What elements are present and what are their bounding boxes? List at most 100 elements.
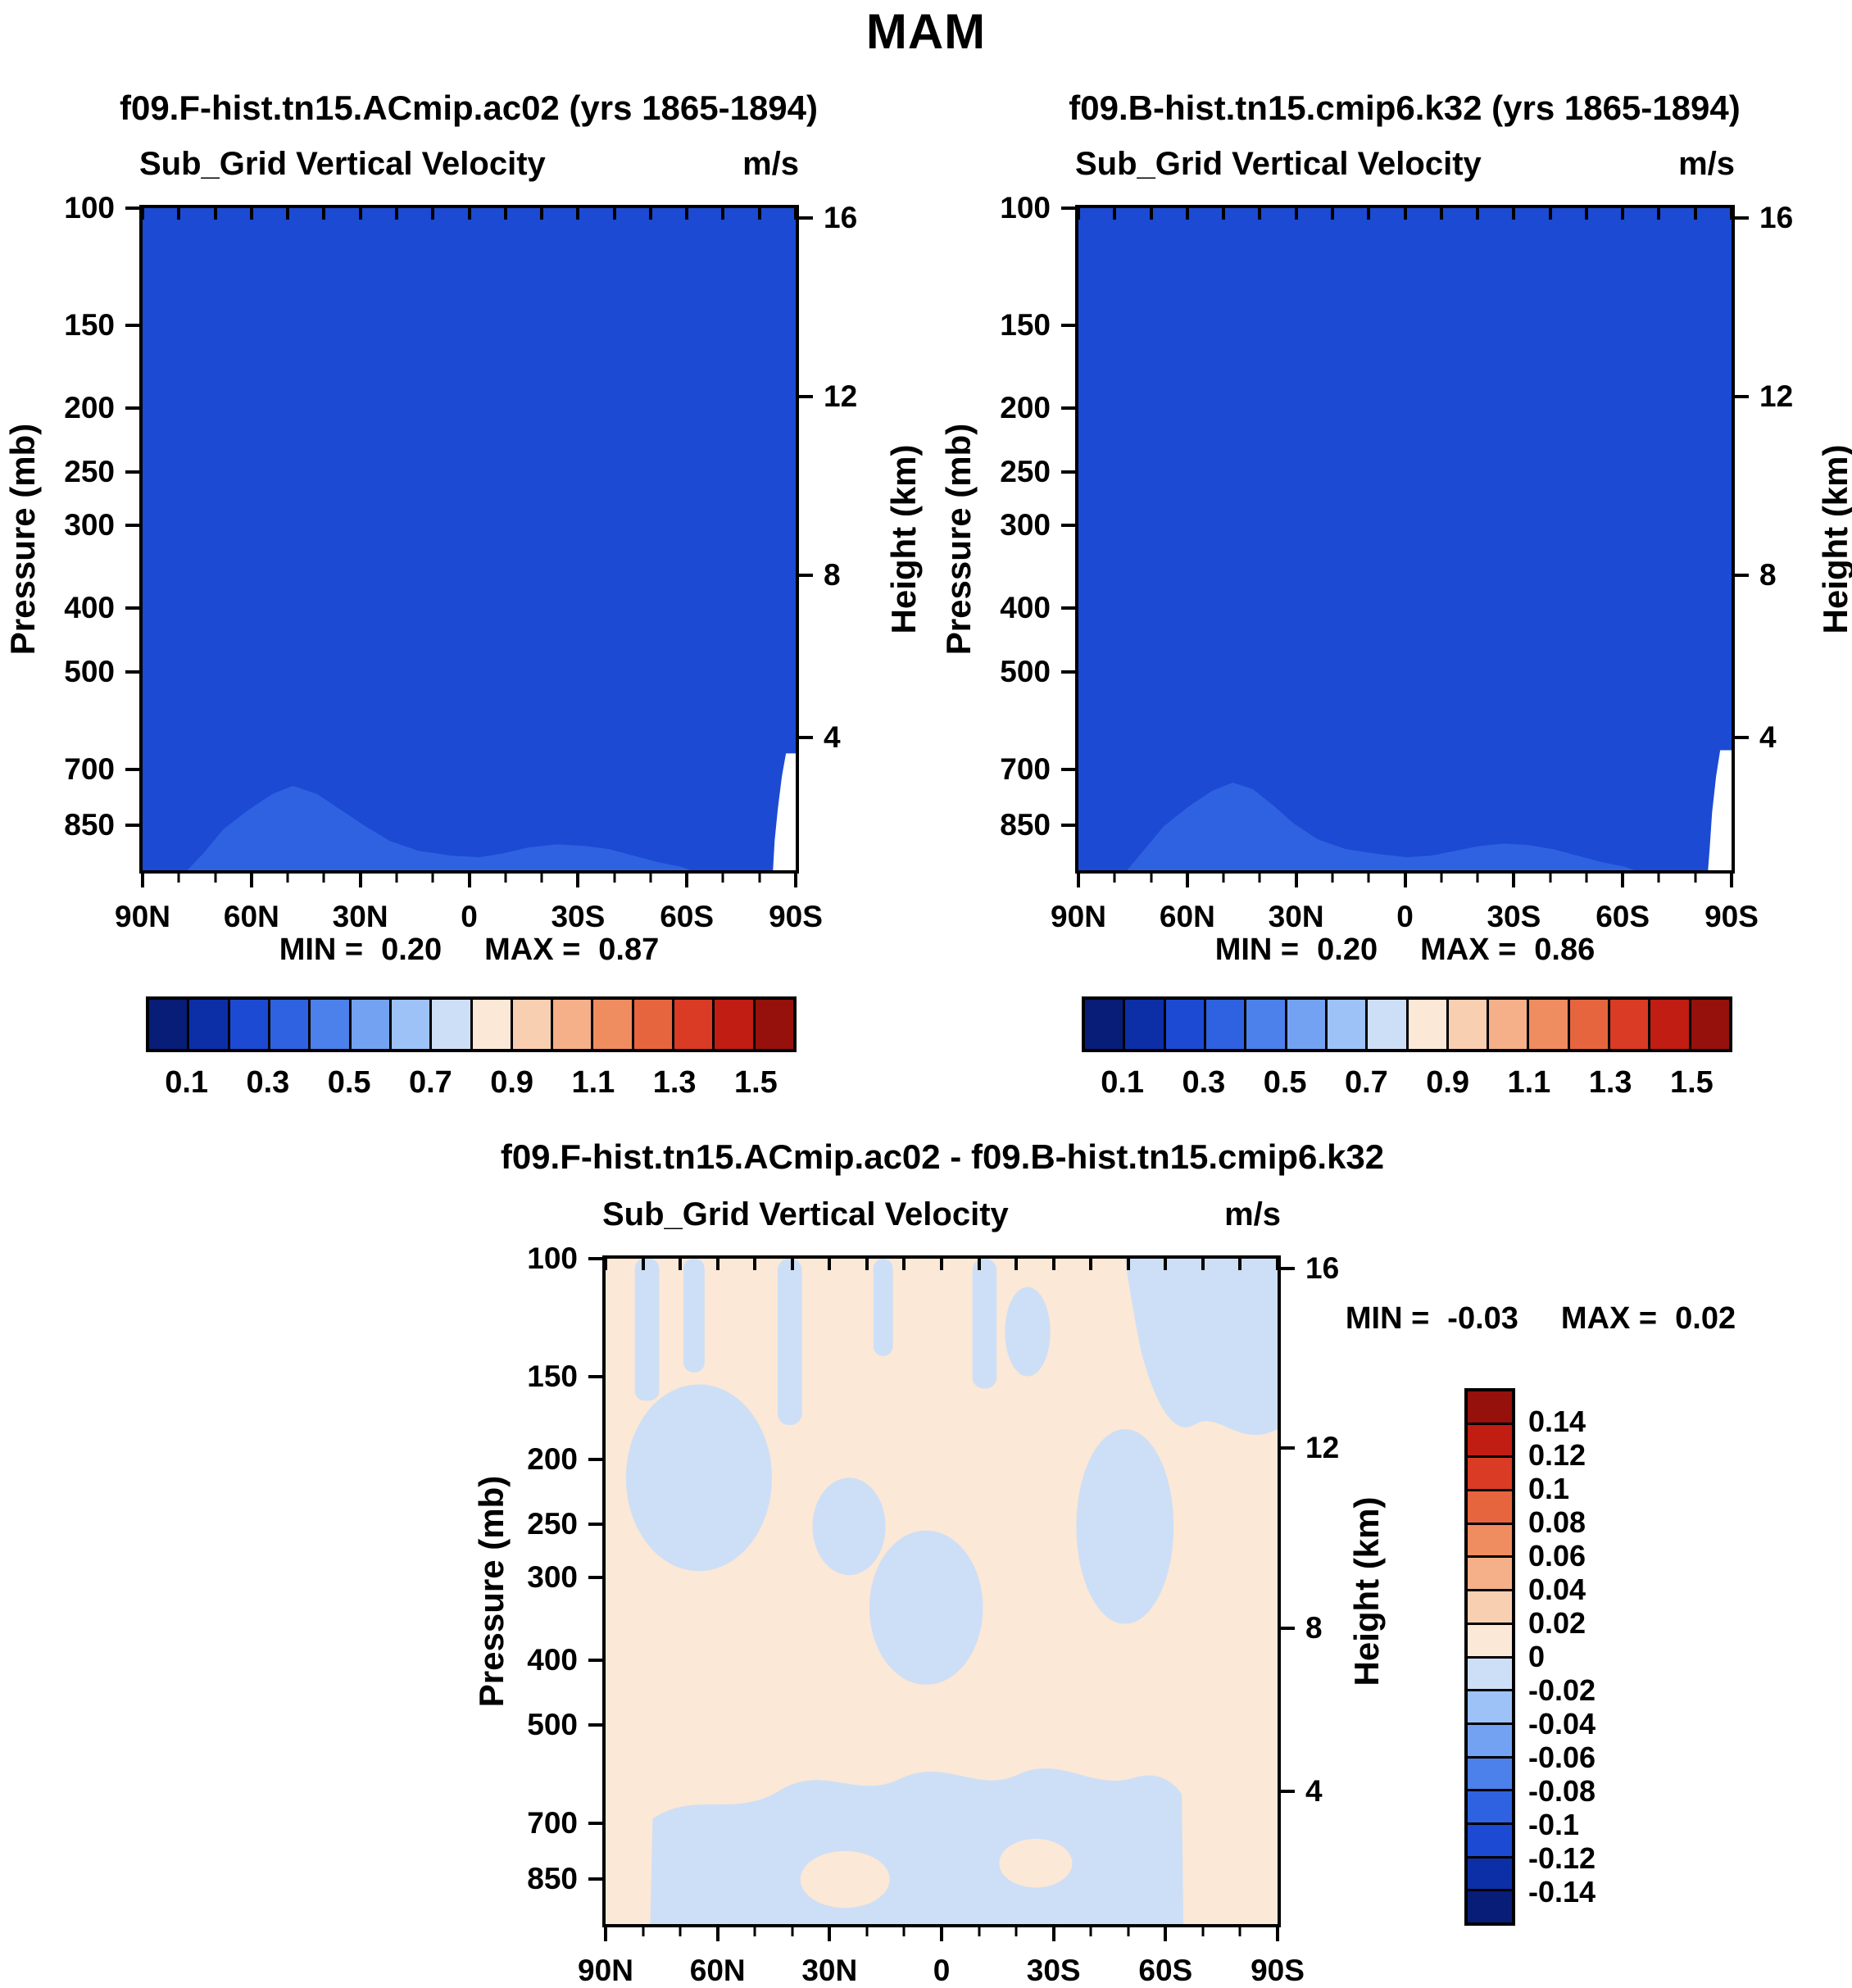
pressure-tick xyxy=(588,1257,602,1260)
height-tick-label: 8 xyxy=(824,558,841,592)
pressure-tick-label: 250 xyxy=(527,1506,578,1541)
lat-major-tick xyxy=(358,874,362,887)
lat-major-tick xyxy=(1185,874,1189,887)
colorbar-cell xyxy=(1408,1000,1449,1049)
lat-major-tick xyxy=(715,1927,719,1941)
lat-minor-tick xyxy=(828,1927,831,1936)
colorbar-cell xyxy=(1368,1000,1409,1049)
pressure-tick-label: 250 xyxy=(1000,455,1051,489)
lat-tick-label: 90S xyxy=(769,900,823,933)
legend-label: 0.1 xyxy=(1528,1472,1570,1505)
height-tick-label: 16 xyxy=(1759,201,1794,235)
pressure-tick-label: 850 xyxy=(527,1861,578,1895)
pressure-tick-label: 150 xyxy=(64,308,115,343)
lat-major-tick xyxy=(685,874,689,887)
height-tick-label: 12 xyxy=(824,379,858,414)
lat-tick-label: 30N xyxy=(801,1954,858,1987)
legend-cell xyxy=(1468,1391,1512,1425)
height-tick xyxy=(1735,736,1749,740)
lat-minor-tick xyxy=(978,1927,981,1936)
colorbar-label: 0.3 xyxy=(1182,1065,1226,1100)
lat-minor-tick xyxy=(322,874,325,883)
lat-minor-tick xyxy=(1549,874,1552,883)
colorbar-cell xyxy=(189,1000,230,1049)
legend-cell xyxy=(1468,1724,1512,1759)
lat-major-tick xyxy=(1051,1927,1055,1941)
pressure-tick xyxy=(1061,324,1075,328)
colorbar-label: 1.3 xyxy=(652,1065,697,1100)
colorbar-cell xyxy=(432,1000,473,1049)
lat-tick-label: 30S xyxy=(1487,900,1541,933)
pressure-tick xyxy=(588,1877,602,1881)
pressure-tick xyxy=(125,824,139,828)
min-value: 0.20 xyxy=(381,933,443,967)
pressure-tick xyxy=(588,1374,602,1378)
panel-b-field xyxy=(1078,208,1732,870)
lat-major-tick xyxy=(1730,874,1733,887)
legend-label: -0.08 xyxy=(1528,1774,1596,1808)
panel-a-field xyxy=(143,208,796,870)
pressure-tick-label: 700 xyxy=(64,752,115,787)
pressure-tick-label: 850 xyxy=(1000,808,1051,842)
height-tick xyxy=(1281,1267,1295,1271)
lat-minor-tick xyxy=(1186,874,1189,883)
lat-minor-tick xyxy=(758,874,761,883)
panel-a-subtitle-row: Sub_Grid Vertical Velocity m/s xyxy=(139,146,799,183)
panel-a-minmax: MIN = 0.20 MAX = 0.87 xyxy=(139,933,799,968)
pressure-tick-label: 500 xyxy=(527,1708,578,1742)
legend-label: 0.06 xyxy=(1528,1539,1586,1573)
min-label: MIN = xyxy=(1214,933,1300,967)
lat-minor-tick xyxy=(794,874,797,883)
pressure-tick-label: 500 xyxy=(64,655,115,689)
lat-minor-tick xyxy=(1476,874,1479,883)
colorbar-cell xyxy=(149,1000,190,1049)
max-value: 0.87 xyxy=(598,933,660,967)
diff-subtitle-row: Sub_Grid Vertical Velocity m/s xyxy=(602,1196,1281,1233)
pressure-tick-label: 250 xyxy=(64,455,115,489)
height-tick xyxy=(1735,395,1749,399)
colorbar-cell xyxy=(674,1000,715,1049)
pressure-tick xyxy=(1061,406,1075,411)
pressure-tick-label: 300 xyxy=(1000,508,1051,542)
legend-label: -0.14 xyxy=(1528,1875,1596,1909)
lat-minor-tick xyxy=(1621,874,1624,883)
legend-cell xyxy=(1468,1624,1512,1659)
lat-major-tick xyxy=(1512,874,1516,887)
page-title: MAM xyxy=(865,4,987,59)
lat-minor-tick xyxy=(1585,874,1588,883)
diff-positive-holes xyxy=(800,1839,1073,1909)
pressure-tick xyxy=(1061,670,1075,674)
lat-minor-tick xyxy=(1127,1927,1130,1936)
colorbar-label: 0.7 xyxy=(1344,1065,1388,1100)
pressure-tick xyxy=(125,324,139,328)
height-tick-label: 12 xyxy=(1305,1431,1340,1465)
lat-minor-tick xyxy=(685,874,688,883)
pressure-tick-label: 500 xyxy=(1000,655,1051,689)
lat-minor-tick xyxy=(1113,874,1116,883)
height-tick xyxy=(799,395,813,399)
lat-tick-label: 0 xyxy=(1396,900,1414,933)
pressure-tick-label: 400 xyxy=(527,1643,578,1677)
diff-subtitle: Sub_Grid Vertical Velocity xyxy=(602,1196,1009,1232)
height-tick xyxy=(1281,1626,1295,1630)
colorbar-cell xyxy=(1529,1000,1570,1049)
pressure-tick xyxy=(588,1821,602,1825)
pressure-tick xyxy=(588,1723,602,1727)
pressure-tick-label: 100 xyxy=(1000,191,1051,225)
lat-major-tick xyxy=(1621,874,1625,887)
pressure-tick xyxy=(125,207,139,210)
panel-a-subtitle: Sub_Grid Vertical Velocity xyxy=(139,146,546,182)
lat-minor-tick xyxy=(679,1927,682,1936)
height-tick-label: 8 xyxy=(1305,1610,1323,1645)
panel-b-subtitle-row: Sub_Grid Vertical Velocity m/s xyxy=(1075,146,1735,183)
legend-cell xyxy=(1468,1591,1512,1625)
legend-label: -0.12 xyxy=(1528,1841,1596,1875)
lat-minor-tick xyxy=(504,874,507,883)
legend-label: 0.14 xyxy=(1528,1405,1586,1438)
lat-tick-label: 90N xyxy=(1051,900,1106,933)
max-label: MAX = xyxy=(484,933,581,967)
lat-minor-tick xyxy=(716,1927,719,1936)
max-value: 0.86 xyxy=(1534,933,1596,967)
colorbar-cell xyxy=(1246,1000,1287,1049)
panel-b-colorbar xyxy=(1082,996,1732,1052)
